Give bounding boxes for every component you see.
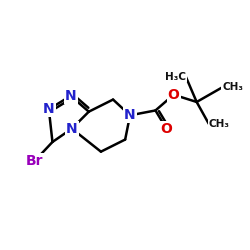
Text: N: N	[65, 89, 76, 103]
Text: N: N	[124, 108, 136, 122]
Text: H₃C: H₃C	[165, 72, 186, 82]
Text: CH₃: CH₃	[209, 119, 230, 129]
Text: N: N	[66, 122, 78, 136]
Text: O: O	[160, 122, 172, 136]
Text: Br: Br	[26, 154, 43, 168]
Text: CH₃: CH₃	[222, 82, 243, 92]
Text: O: O	[168, 88, 179, 102]
Text: N: N	[43, 102, 55, 116]
